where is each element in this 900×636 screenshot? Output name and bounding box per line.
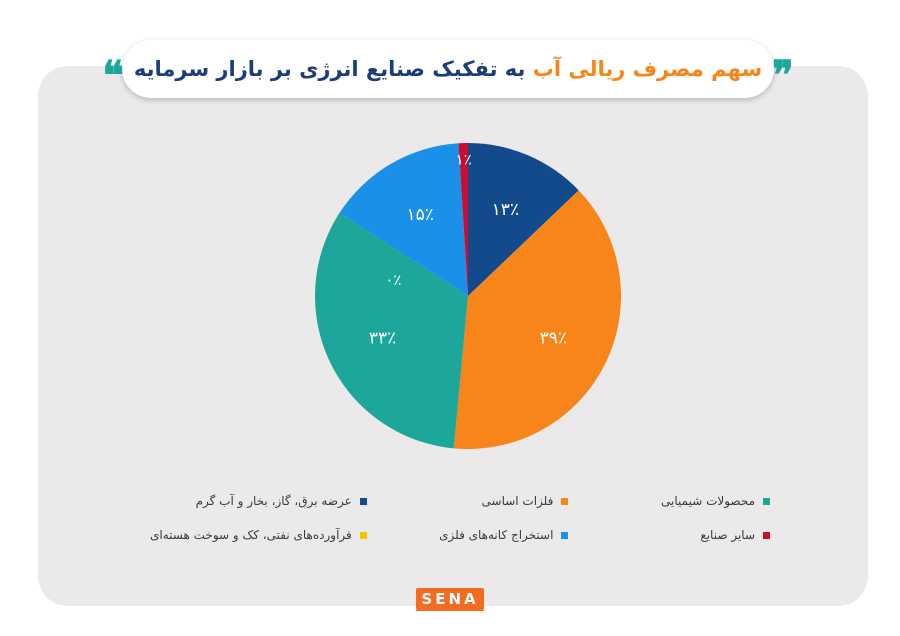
legend-item-other: سایر صنایع (568, 528, 770, 542)
legend-swatch (763, 497, 770, 505)
legend-label: عرضه برق، گاز، بخار و آب گرم (195, 494, 352, 508)
title-banner: ❞ سهم مصرف ریالی آب به تفکیک صنایع انرژی… (102, 40, 794, 98)
pie-slice-label: ۱۵٪ (406, 205, 433, 225)
legend-swatch (561, 497, 569, 505)
pie-slice (315, 212, 468, 449)
legend-item-mining: استخراج کانه‌های فلزی (367, 528, 569, 542)
title-rest: به تفکیک صنایع انرژی بر بازار سرمایه (133, 57, 526, 81)
legend-label: فلزات اساسی (481, 494, 554, 508)
quote-open-icon: ❞ (772, 52, 794, 99)
pie-slice (458, 143, 468, 296)
legend-swatch (359, 531, 367, 539)
legend-item-utilities: عرضه برق، گاز، بخار و آب گرم (150, 494, 367, 508)
pie-slice (339, 143, 468, 296)
legend-label: فرآورده‌های نفتی، کک و سوخت هسته‌ای (150, 528, 352, 542)
quote-close-icon: ❝ (102, 52, 124, 99)
legend-item-chemical: محصولات شیمیایی (568, 494, 770, 508)
chart-title: سهم مصرف ریالی آب به تفکیک صنایع انرژی ب… (134, 57, 762, 81)
legend-swatch (359, 497, 367, 505)
sena-logo: SENA (416, 588, 484, 610)
pie-slice-label: ۱٪ (456, 150, 472, 168)
legend-swatch (763, 531, 770, 539)
title-highlight: سهم مصرف ریالی آب (532, 57, 763, 81)
legend-swatch (561, 531, 569, 539)
legend-label: سایر صنایع (700, 528, 755, 542)
legend: محصولات شیمیایی فلزات اساسی عرضه برق، گا… (150, 494, 770, 542)
pie-slice (468, 143, 579, 296)
legend-label: استخراج کانه‌های فلزی (439, 528, 554, 542)
pie-slice-label: ۱۳٪ (492, 200, 519, 220)
pie-slice (453, 190, 622, 450)
legend-item-metals: فلزات اساسی (367, 494, 569, 508)
legend-label: محصولات شیمیایی (661, 494, 755, 508)
pie-slice-label: ۳۹٪ (540, 328, 567, 348)
pie-slice-label: ۰٪ (385, 271, 401, 289)
logo-underline (416, 610, 484, 617)
pie-slice-label: ۳۳٪ (369, 328, 396, 348)
legend-item-petroleum: فرآورده‌های نفتی، کک و سوخت هسته‌ای (150, 528, 367, 542)
